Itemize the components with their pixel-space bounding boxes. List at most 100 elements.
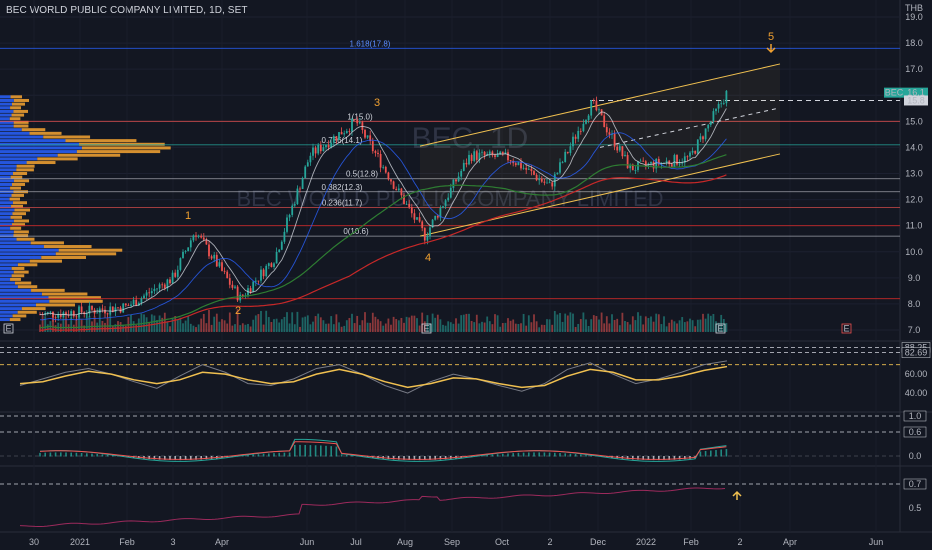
candle-body (348, 131, 351, 132)
volume-bar (319, 317, 322, 332)
candle-body (236, 286, 239, 301)
x-tick-label: Feb (683, 537, 699, 547)
candle-body (200, 235, 203, 238)
volume-bar (195, 327, 197, 332)
volume-bar (699, 319, 702, 332)
volume-bar (439, 319, 442, 332)
macd-axis-tick: 0.0 (909, 451, 922, 461)
macd-histogram-bar (403, 456, 405, 460)
volume-bar (171, 318, 174, 332)
volume-bar (46, 324, 49, 332)
macd-histogram-bar (205, 456, 208, 460)
macd-histogram-bar (294, 444, 296, 457)
candle-body (312, 147, 314, 156)
watermark-symbol: BEC, 1D (412, 122, 529, 155)
candle-body (574, 136, 577, 139)
volume-profile-bar (37, 157, 78, 161)
volume-bar (267, 317, 270, 332)
volume-profile-bar (0, 223, 13, 227)
volume-profile-bar (16, 164, 35, 168)
volume-bar (462, 314, 465, 332)
volume-bar (457, 323, 460, 332)
volume-bar (634, 320, 637, 332)
candle-body (501, 151, 504, 154)
macd-histogram-bar (538, 452, 540, 457)
volume-bar (525, 325, 528, 332)
volume-profile-bar (43, 245, 92, 249)
volume-bar (75, 318, 78, 332)
x-tick-label: 2022 (636, 537, 656, 547)
macd-histogram-bar (268, 453, 270, 457)
volume-profile-bar (31, 288, 65, 292)
volume-bar (189, 323, 192, 332)
price-axis-tick: 19.0 (905, 12, 923, 22)
macd-histogram-bar (80, 452, 83, 457)
macd-histogram-bar (60, 452, 62, 457)
volume-bar (119, 322, 122, 332)
volume-profile-bar (0, 95, 11, 99)
volume-bar (702, 313, 704, 332)
candle-body (137, 302, 140, 306)
volume-profile-bar (0, 215, 11, 219)
event-marker[interactable]: E (715, 324, 726, 334)
volume-profile-bar (0, 193, 12, 197)
event-marker[interactable]: E (421, 324, 432, 334)
candle-body (405, 203, 408, 205)
candle-body (85, 313, 88, 315)
oscillator-axis-tick: 40.00 (905, 388, 928, 398)
macd-histogram-bar (346, 454, 348, 457)
macd-histogram-bar (543, 452, 546, 457)
candle-body (569, 146, 572, 153)
volume-bar (473, 322, 476, 332)
macd-line (39, 438, 727, 462)
candle-body (364, 129, 366, 138)
candle-body (213, 254, 216, 259)
candle-body (553, 174, 556, 187)
event-marker-label: E (423, 324, 429, 334)
volume-profile-bar (65, 139, 137, 143)
volume-profile-bar (0, 172, 13, 175)
candle-body (395, 188, 398, 191)
candle-body (124, 303, 127, 306)
macd-histogram-bar (424, 456, 426, 461)
volume-bar (644, 316, 647, 332)
price-axis-tick: 10.0 (905, 247, 923, 257)
volume-bar (260, 310, 262, 332)
candle-body (369, 135, 372, 142)
candle-body (626, 154, 629, 169)
volume-bar (309, 324, 312, 332)
candle-body (221, 262, 223, 271)
volume-bar (475, 314, 478, 332)
volume-bar (62, 315, 65, 332)
event-marker[interactable]: E (3, 324, 14, 334)
ratio-level-box (903, 478, 927, 490)
volume-profile-bar (0, 310, 18, 314)
price-axis-tick: 9.0 (908, 273, 921, 283)
volume-bar (694, 326, 697, 332)
candle-body (704, 128, 707, 140)
candle-body (442, 206, 444, 208)
candle-body (140, 298, 143, 303)
candle-body (639, 160, 642, 162)
volume-bar (689, 318, 691, 332)
volume-profile-bar (0, 186, 11, 190)
volume-bar (668, 322, 671, 332)
volume-bar (254, 315, 257, 332)
candle-body (379, 153, 382, 168)
volume-profile-bar (0, 234, 14, 238)
candle-body (143, 295, 145, 299)
candle-body (483, 151, 486, 156)
candle-body (283, 231, 286, 242)
volume-bar (223, 320, 226, 332)
macd-histogram-bar (548, 452, 551, 457)
volume-profile-bar (9, 197, 20, 201)
volume-profile-bar (12, 223, 26, 227)
candle-body (249, 288, 252, 292)
currency-label: THB (905, 3, 923, 13)
volume-bar (208, 309, 210, 332)
event-marker[interactable]: E (841, 324, 852, 334)
candle-body (358, 122, 361, 124)
volume-bar (213, 316, 216, 332)
ratio-axis-tick: 0.5 (909, 503, 922, 513)
